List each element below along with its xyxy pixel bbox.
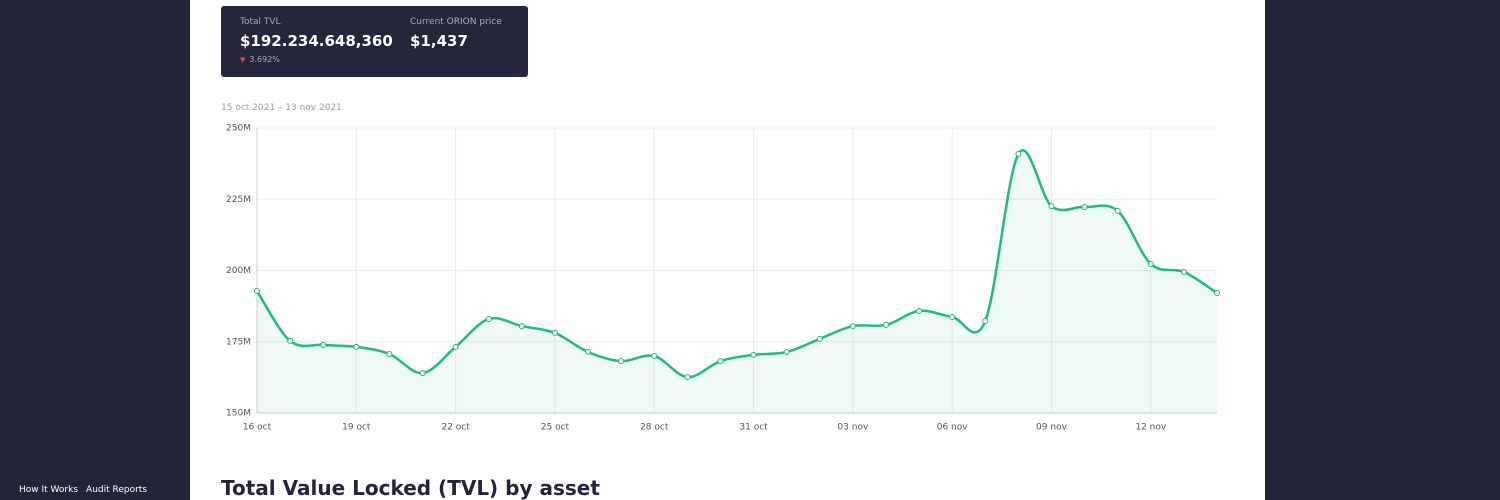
point <box>1114 207 1121 214</box>
point <box>618 358 625 365</box>
tvl-label: Total TVL <box>240 17 281 27</box>
x-tick-label: 31 oct <box>739 423 768 433</box>
x-tick-label: 03 nov <box>837 423 869 433</box>
point <box>585 349 592 356</box>
x-tick-label: 16 oct <box>243 423 272 433</box>
price-value: $1,437 <box>410 32 468 50</box>
point <box>287 337 294 344</box>
y-tick-label: 225M <box>226 195 251 205</box>
point <box>1048 203 1055 210</box>
point <box>386 351 393 358</box>
point <box>916 307 923 314</box>
area <box>257 150 1217 413</box>
y-tick-label: 250M <box>226 124 251 134</box>
point <box>1180 268 1187 275</box>
point <box>1081 203 1088 210</box>
point <box>452 343 459 350</box>
point <box>320 341 327 348</box>
date-range: 15 oct 2021 – 13 nov 2021 <box>221 103 342 113</box>
footer-link[interactable]: Audit Reports <box>86 485 148 495</box>
point <box>651 353 658 359</box>
footer-link[interactable]: How It Works <box>19 485 79 495</box>
point <box>1147 260 1154 267</box>
point <box>750 351 757 358</box>
point <box>419 370 426 377</box>
point <box>882 321 889 328</box>
point <box>1015 150 1022 157</box>
y-tick-label: 200M <box>226 266 251 276</box>
x-tick-label: 19 oct <box>342 423 371 433</box>
y-tick-label: 150M <box>226 409 251 419</box>
footer: How It Works Audit Reports <box>19 485 155 495</box>
section-title: Total Value Locked (TVL) by asset <box>221 476 600 500</box>
point <box>684 374 691 381</box>
point <box>849 323 856 330</box>
chart: 150M 175M 200M 225M 250M 16 oct 19 oct 22 oct 25… <box>226 124 1220 433</box>
x-tick-label: 06 nov <box>937 423 969 433</box>
y-tick-label: 175M <box>226 337 251 347</box>
x-tick-label: 12 nov <box>1135 423 1167 433</box>
point <box>551 329 558 336</box>
point <box>254 288 260 295</box>
point <box>1214 290 1220 297</box>
point <box>485 315 492 322</box>
tvl-value: $192.234.648,360 <box>240 32 393 50</box>
tvl-change: ▼ 3.692% <box>240 55 280 64</box>
point <box>982 317 989 324</box>
content-panel <box>190 0 1265 500</box>
x-tick-label: 28 oct <box>640 423 669 433</box>
x-tick-label: 25 oct <box>541 423 570 433</box>
x-tick-label: 22 oct <box>441 423 470 433</box>
point <box>816 335 823 342</box>
point <box>949 313 956 320</box>
price-label: Current ORION price <box>410 17 502 27</box>
point <box>518 323 525 330</box>
x-tick-label: 09 nov <box>1036 423 1068 433</box>
stats-card: Total TVL $192.234.648,360 ▼ 3.692% Curre… <box>221 6 528 77</box>
point <box>783 349 790 356</box>
point <box>353 343 360 350</box>
tvl-change-text: 3.692% <box>249 55 280 64</box>
point <box>717 358 724 365</box>
